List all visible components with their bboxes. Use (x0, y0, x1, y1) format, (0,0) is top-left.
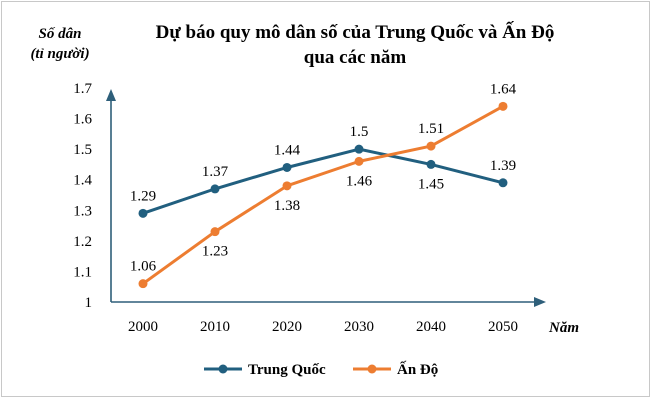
data-point (210, 184, 220, 194)
y-tick-label: 1.4 (73, 173, 92, 189)
data-point (354, 156, 364, 166)
data-label: 1.37 (202, 164, 229, 180)
data-label: 1.06 (130, 259, 157, 275)
legend-item-an-do: Ấn Độ (353, 361, 438, 378)
series-trung-quoc: 1.29 1.37 1.44 1.5 1.45 1.39 (130, 124, 516, 218)
data-label: 1.38 (274, 198, 300, 214)
x-tick-label: 2000 (128, 319, 158, 335)
x-tick-label: 2050 (488, 319, 518, 335)
data-point (426, 159, 436, 169)
data-point (138, 279, 148, 289)
data-point (498, 101, 508, 111)
data-label: 1.29 (130, 188, 156, 204)
legend-swatch-marker (218, 364, 228, 374)
x-axis-arrow (534, 297, 546, 307)
y-tick-label: 1.2 (73, 234, 92, 250)
x-axis-label: Năm (548, 320, 579, 336)
data-label: 1.23 (202, 244, 228, 260)
legend-item-trung-quoc: Trung Quốc (204, 362, 326, 378)
x-tick-labels: 2000 2010 2020 2030 2040 2050 (128, 319, 518, 335)
y-axis-label-line1: Số dân (39, 26, 82, 42)
legend-label: Trung Quốc (248, 362, 326, 378)
data-label: 1.5 (350, 124, 369, 140)
data-point (354, 144, 364, 154)
data-point (138, 208, 148, 218)
y-axis-arrow (106, 89, 116, 101)
series-line (142, 105, 504, 285)
y-axis-label-line2: (tỉ người) (30, 46, 89, 62)
data-label: 1.46 (346, 173, 373, 189)
legend: Trung Quốc Ấn Độ (204, 361, 438, 378)
data-label: 1.64 (490, 81, 517, 97)
data-label: 1.39 (490, 158, 516, 174)
chart-title-line2: qua các năm (304, 47, 407, 68)
x-tick-label: 2040 (416, 319, 446, 335)
y-tick-label: 1.1 (73, 264, 92, 280)
y-tick-label: 1.3 (73, 203, 92, 219)
data-point (498, 178, 508, 188)
chart-title-line1: Dự báo quy mô dân số của Trung Quốc và Ấ… (156, 21, 555, 43)
x-tick-label: 2010 (200, 319, 230, 335)
series-line (142, 147, 504, 215)
data-label: 1.45 (418, 176, 444, 192)
data-point (426, 141, 436, 151)
x-tick-label: 2030 (344, 319, 374, 335)
legend-swatch-marker (367, 364, 377, 374)
y-tick-labels: 1 1.1 1.2 1.3 1.4 1.5 1.6 1.7 (73, 81, 92, 311)
data-label: 1.44 (274, 142, 301, 158)
legend-label: Ấn Độ (397, 361, 438, 378)
y-tick-label: 1 (85, 295, 93, 311)
axes (106, 89, 546, 307)
y-tick-label: 1.7 (73, 81, 92, 97)
series-group: 1.291.371.441.51.451.391.061.231.381.461… (130, 81, 517, 289)
series-an-do: 1.06 1.23 1.38 1.46 1.51 1.64 (130, 81, 517, 289)
data-point (282, 181, 292, 191)
y-tick-label: 1.6 (73, 112, 92, 128)
x-tick-label: 2020 (272, 319, 302, 335)
data-point (210, 227, 220, 237)
y-tick-label: 1.5 (73, 142, 92, 158)
data-point (282, 162, 292, 172)
data-label: 1.51 (418, 121, 444, 137)
